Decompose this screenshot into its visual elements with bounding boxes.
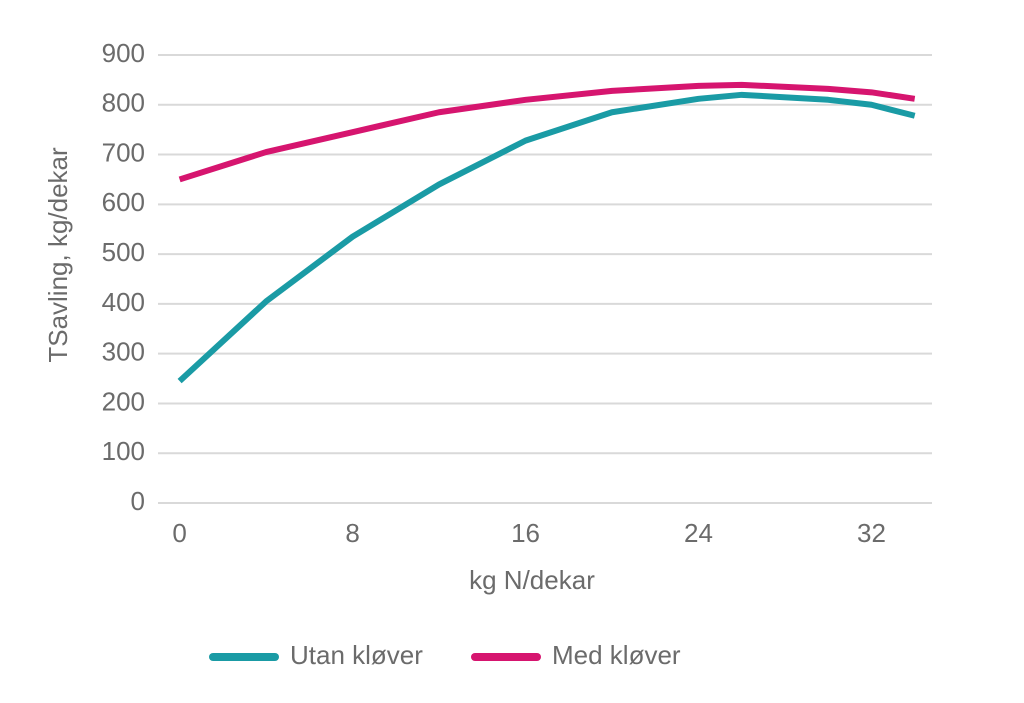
- y-tick-label: 300: [102, 337, 145, 367]
- y-tick-label: 900: [102, 38, 145, 68]
- x-tick-label: 32: [857, 518, 886, 548]
- x-tick-label: 0: [172, 518, 186, 548]
- y-tick-label: 400: [102, 287, 145, 317]
- y-tick-label: 700: [102, 137, 145, 167]
- data-line: [177, 91, 916, 384]
- data-line: [178, 81, 916, 183]
- y-tick-label: 800: [102, 88, 145, 118]
- x-tick-label: 8: [345, 518, 359, 548]
- x-tick-label: 24: [684, 518, 713, 548]
- x-axis-title: kg N/dekar: [469, 565, 595, 595]
- y-tick-label: 500: [102, 237, 145, 267]
- legend-label: Med kløver: [552, 640, 681, 670]
- y-tick-label: 0: [131, 486, 145, 516]
- y-tick-label: 200: [102, 386, 145, 416]
- y-tick-label: 100: [102, 436, 145, 466]
- legend-label: Utan kløver: [290, 640, 423, 670]
- x-tick-label: 16: [511, 518, 540, 548]
- y-tick-label: 600: [102, 187, 145, 217]
- y-axis-title: TSavling, kg/dekar: [43, 147, 73, 363]
